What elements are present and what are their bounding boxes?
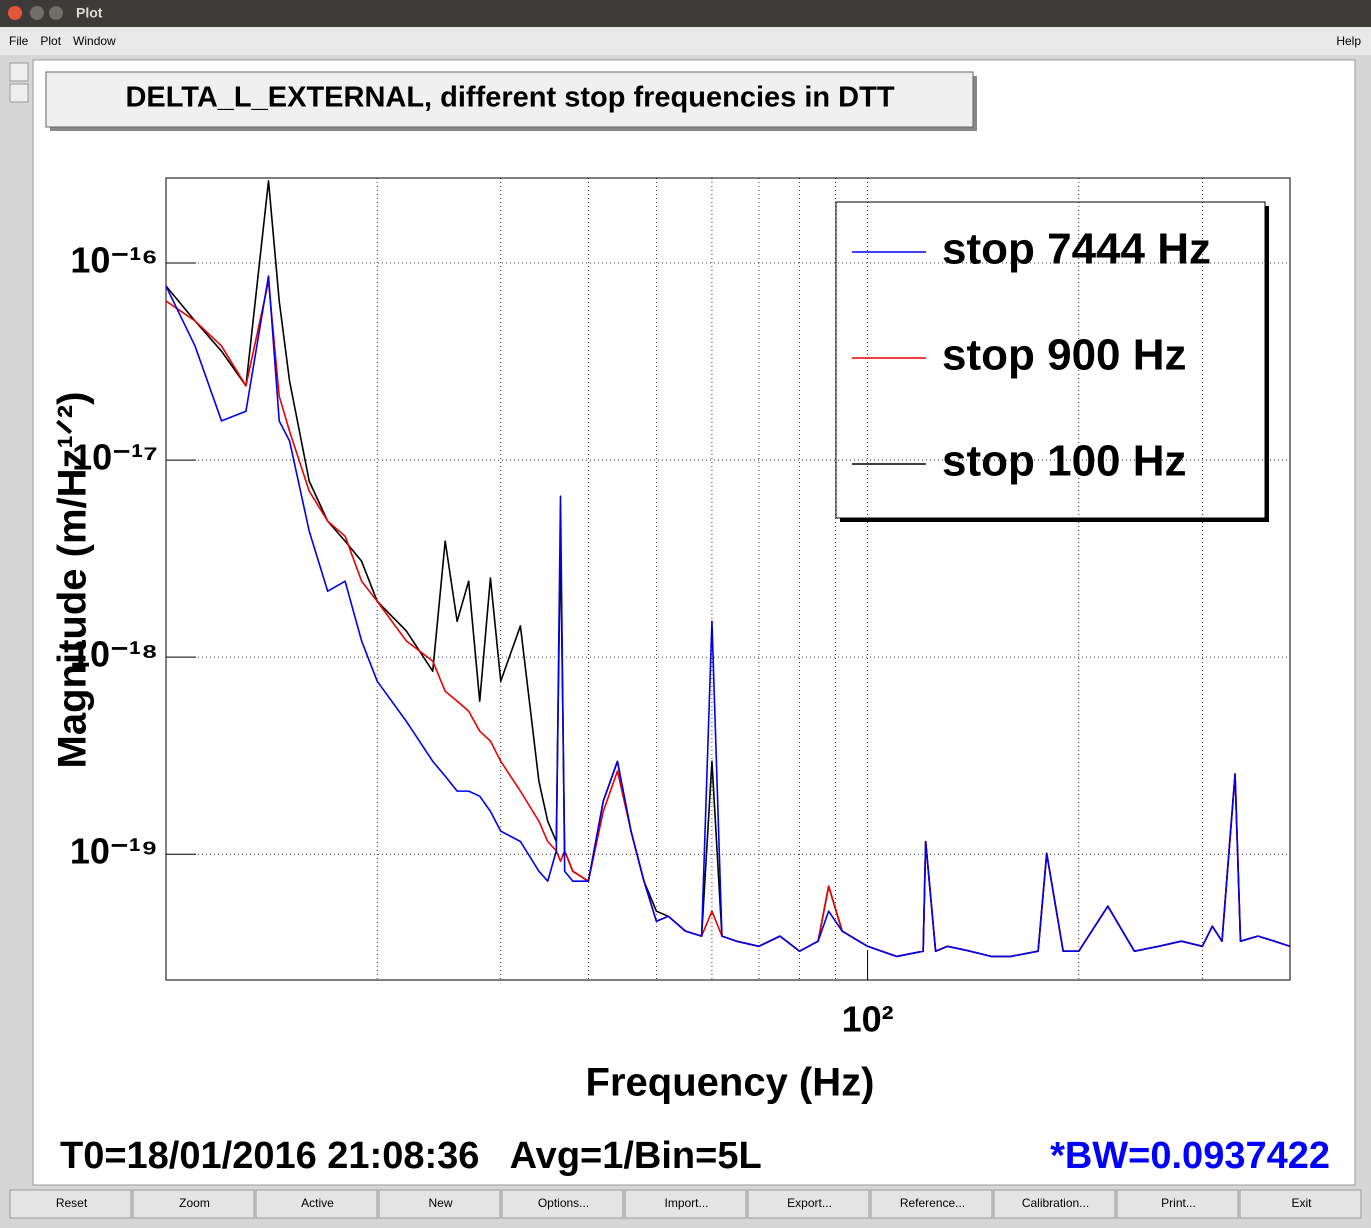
button[interactable] — [132, 1189, 255, 1219]
annotation: T0=18/01/2016 21:08:36 Avg=1/Bin=5L — [60, 1135, 762, 1177]
close-button[interactable] — [8, 6, 22, 20]
title-box — [45, 71, 974, 128]
y-tick-label: 10⁻¹⁷ — [72, 437, 158, 478]
button[interactable] — [870, 1189, 993, 1219]
legend-label: stop 7444 Hz — [942, 225, 1211, 274]
button[interactable] — [1116, 1189, 1239, 1219]
button-label[interactable]: Import... — [664, 1196, 708, 1210]
menu-item[interactable]: Help — [1336, 34, 1361, 48]
minimize-button[interactable] — [30, 6, 44, 20]
annotation: *BW=0.0937422 — [1050, 1135, 1330, 1177]
button[interactable] — [255, 1189, 378, 1219]
y-axis-label: Magnitude (m/Hz¹ᐟ²) — [51, 392, 95, 769]
button[interactable] — [501, 1189, 624, 1219]
y-tick-label: 10⁻¹⁶ — [70, 240, 158, 281]
button[interactable] — [9, 1189, 132, 1219]
button-label[interactable]: Zoom — [179, 1196, 210, 1210]
button-label[interactable]: Print... — [1161, 1196, 1196, 1210]
y-tick-label: 10⁻¹⁹ — [70, 831, 158, 872]
button[interactable] — [624, 1189, 747, 1219]
button[interactable] — [993, 1189, 1116, 1219]
button-label[interactable]: New — [428, 1196, 452, 1210]
button-label[interactable]: Calibration... — [1022, 1196, 1089, 1210]
menu-item[interactable]: File — [9, 34, 29, 48]
menu-bar — [0, 27, 1371, 55]
button-label[interactable]: Reference... — [900, 1196, 965, 1210]
window-title: Plot — [76, 5, 103, 21]
x-axis-label: Frequency (Hz) — [586, 1061, 875, 1105]
chart-title: DELTA_L_EXTERNAL, different stop frequen… — [125, 82, 894, 114]
button-label[interactable]: Options... — [538, 1196, 589, 1210]
button[interactable] — [378, 1189, 501, 1219]
button-label[interactable]: Reset — [56, 1196, 88, 1210]
plot-lines — [166, 180, 1290, 958]
legend-label: stop 100 Hz — [942, 437, 1187, 486]
legend-label: stop 900 Hz — [942, 331, 1187, 380]
menu-item[interactable]: Window — [73, 34, 116, 48]
scroll-button[interactable] — [9, 83, 29, 103]
x-tick-label: 10² — [842, 999, 894, 1040]
button-label[interactable]: Active — [301, 1196, 334, 1210]
scroll-button[interactable] — [9, 62, 29, 82]
button-label[interactable]: Export... — [787, 1196, 832, 1210]
maximize-button[interactable] — [49, 6, 63, 20]
data-line — [166, 275, 1290, 958]
button[interactable] — [747, 1189, 870, 1219]
title-bar — [0, 0, 1371, 27]
button[interactable] — [1239, 1189, 1362, 1219]
menu-item[interactable]: Plot — [40, 34, 61, 48]
button-label[interactable]: Exit — [1291, 1196, 1312, 1210]
legend — [835, 201, 1266, 519]
y-tick-label: 10⁻¹⁸ — [70, 634, 158, 675]
